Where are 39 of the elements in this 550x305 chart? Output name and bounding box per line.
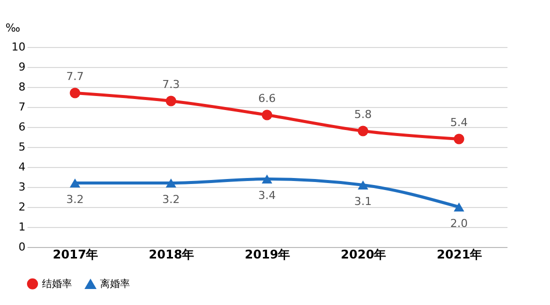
data-label: 2.0 [450, 217, 468, 230]
y-tick-label: 7 [18, 100, 26, 114]
y-tick-label: 3 [18, 180, 26, 194]
y-tick-label: 4 [18, 160, 26, 174]
y-tick-label: 9 [18, 60, 26, 74]
y-tick-label: 1 [18, 220, 26, 234]
x-tick-label: 2020年 [340, 248, 386, 262]
legend-label: 结婚率 [42, 278, 72, 290]
y-tick-label: 5 [18, 140, 26, 154]
x-tick-label: 2019年 [244, 248, 290, 262]
data-label: 7.3 [162, 78, 180, 91]
data-label: 3.2 [66, 193, 84, 206]
y-tick-label: 0 [18, 240, 26, 254]
y-tick-label: 10 [12, 40, 26, 54]
x-tick-label: 2017年 [52, 248, 98, 262]
data-label: 5.4 [450, 116, 468, 129]
y-tick-label: 2 [18, 200, 26, 214]
y-tick-label: 8 [18, 80, 26, 94]
point [262, 174, 272, 184]
x-tick-label: 2021年 [436, 248, 482, 262]
data-label: 7.7 [66, 70, 84, 83]
data-label: 5.8 [354, 108, 372, 121]
point [166, 178, 176, 188]
data-label: 3.2 [162, 193, 180, 206]
point [358, 180, 368, 190]
data-label: 6.6 [258, 92, 276, 105]
point [70, 178, 80, 188]
point [262, 110, 272, 120]
point [166, 96, 176, 106]
x-tick-label: 2018年 [148, 248, 194, 262]
point [454, 202, 464, 212]
point [70, 88, 80, 98]
data-label: 3.4 [258, 189, 276, 202]
legend-label: 离婚率 [100, 278, 130, 290]
y-tick-label: 6 [18, 120, 26, 134]
point [454, 134, 464, 144]
y-axis-title: ‰ [6, 22, 20, 34]
data-label: 3.1 [354, 195, 372, 208]
point [358, 126, 368, 136]
